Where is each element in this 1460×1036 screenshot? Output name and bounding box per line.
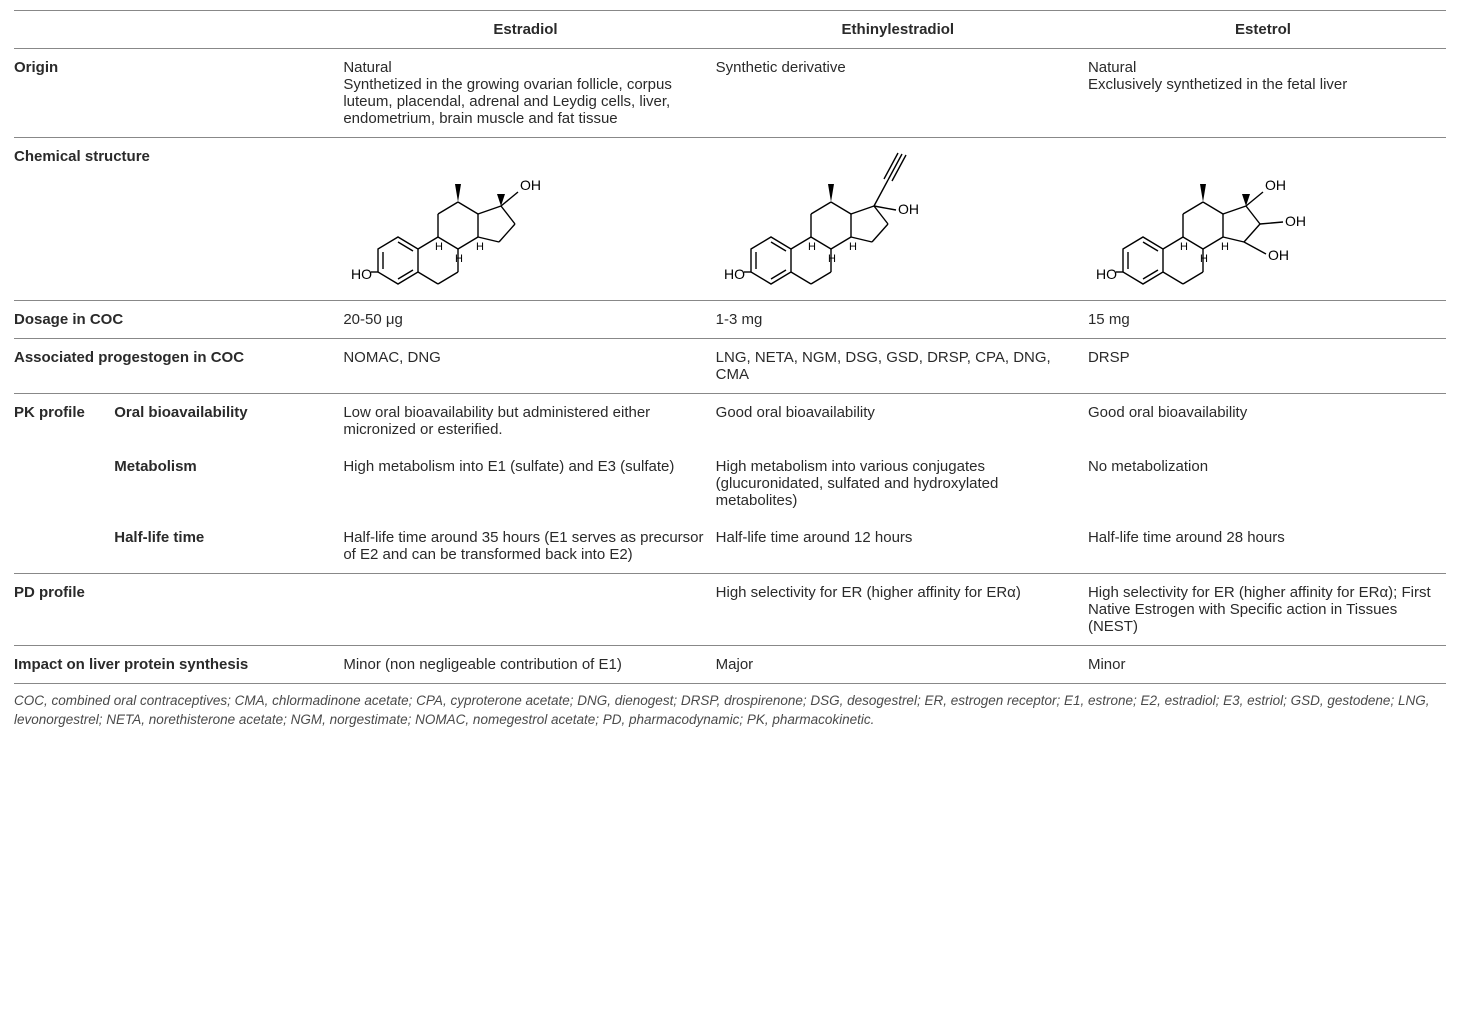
dosage-estetrol: 15 mg [1088, 301, 1446, 339]
label-pk-metabolism: Metabolism [114, 448, 343, 519]
comparison-table: Estradiol Ethinylestradiol Estetrol Orig… [14, 10, 1446, 740]
svg-text:OH: OH [520, 177, 541, 193]
dosage-estradiol: 20-50 μg [343, 301, 715, 339]
table-header-row: Estradiol Ethinylestradiol Estetrol [14, 11, 1446, 49]
impact-estetrol: Minor [1088, 646, 1446, 684]
pk-metabolism-ethinylestradiol: High metabolism into various conjugates … [716, 448, 1088, 519]
origin-ethinylestradiol: Synthetic derivative [716, 49, 1088, 138]
origin-estetrol: Natural Exclusively synthetized in the f… [1088, 49, 1446, 138]
svg-text:H: H [828, 253, 836, 265]
svg-text:HO: HO [351, 266, 372, 282]
svg-text:OH: OH [1285, 213, 1306, 229]
pd-ethinylestradiol: High selectivity for ER (higher affinity… [716, 574, 1088, 646]
footer-row: COC, combined oral contraceptives; CMA, … [14, 684, 1446, 740]
footer-text: COC, combined oral contraceptives; CMA, … [14, 684, 1446, 740]
svg-text:H: H [476, 241, 484, 253]
header-empty [14, 11, 343, 49]
row-assoc: Associated progestogen in COC NOMAC, DNG… [14, 339, 1446, 394]
pk-metabolism-estradiol: High metabolism into E1 (sulfate) and E3… [343, 448, 715, 519]
chem-estetrol: HO [1088, 138, 1446, 301]
row-dosage: Dosage in COC 20-50 μg 1-3 mg 15 mg [14, 301, 1446, 339]
svg-text:H: H [1180, 241, 1188, 253]
dosage-ethinylestradiol: 1-3 mg [716, 301, 1088, 339]
label-assoc: Associated progestogen in COC [14, 339, 343, 394]
svg-text:HO: HO [724, 266, 745, 282]
pk-halflife-estetrol: Half-life time around 28 hours [1088, 519, 1446, 574]
pk-halflife-ethinylestradiol: Half-life time around 12 hours [716, 519, 1088, 574]
label-pk-oral: Oral bioavailability [114, 394, 343, 449]
pd-estradiol [343, 574, 715, 646]
label-pk-halflife: Half-life time [114, 519, 343, 574]
row-pd: PD profile High selectivity for ER (high… [14, 574, 1446, 646]
label-origin: Origin [14, 49, 343, 138]
estradiol-structure-icon: HO [343, 144, 623, 294]
row-origin: Origin Natural Synthetized in the growin… [14, 49, 1446, 138]
assoc-estradiol: NOMAC, DNG [343, 339, 715, 394]
svg-text:OH: OH [1268, 247, 1289, 263]
svg-text:H: H [455, 253, 463, 265]
pk-halflife-estradiol: Half-life time around 35 hours (E1 serve… [343, 519, 715, 574]
row-impact: Impact on liver protein synthesis Minor … [14, 646, 1446, 684]
svg-text:H: H [1221, 241, 1229, 253]
row-chemical: Chemical structure HO [14, 138, 1446, 301]
pd-estetrol: High selectivity for ER (higher affinity… [1088, 574, 1446, 646]
impact-estradiol: Minor (non negligeable contribution of E… [343, 646, 715, 684]
label-dosage: Dosage in COC [14, 301, 343, 339]
label-pd: PD profile [14, 574, 343, 646]
svg-text:H: H [808, 241, 816, 253]
header-estradiol: Estradiol [343, 11, 715, 49]
svg-text:HO: HO [1096, 266, 1117, 282]
pk-oral-estetrol: Good oral bioavailability [1088, 394, 1446, 449]
chem-ethinylestradiol: HO [716, 138, 1088, 301]
pk-metabolism-estetrol: No metabolization [1088, 448, 1446, 519]
row-pk-halflife: Half-life time Half-life time around 35 … [14, 519, 1446, 574]
row-pk-oral: PK profile Oral bioavailability Low oral… [14, 394, 1446, 449]
label-chemical: Chemical structure [14, 138, 343, 301]
chem-estradiol: HO [343, 138, 715, 301]
estetrol-structure-icon: HO [1088, 144, 1378, 294]
impact-ethinylestradiol: Major [716, 646, 1088, 684]
origin-estradiol: Natural Synthetized in the growing ovari… [343, 49, 715, 138]
pk-oral-ethinylestradiol: Good oral bioavailability [716, 394, 1088, 449]
header-ethinylestradiol: Ethinylestradiol [716, 11, 1088, 49]
pk-oral-estradiol: Low oral bioavailability but administere… [343, 394, 715, 449]
svg-text:H: H [1200, 253, 1208, 265]
assoc-estetrol: DRSP [1088, 339, 1446, 394]
label-pk-group: PK profile [14, 394, 114, 574]
row-pk-metabolism: Metabolism High metabolism into E1 (sulf… [14, 448, 1446, 519]
ethinylestradiol-structure-icon: HO [716, 144, 1016, 294]
header-estetrol: Estetrol [1088, 11, 1446, 49]
svg-text:OH: OH [1265, 177, 1286, 193]
svg-text:H: H [435, 241, 443, 253]
svg-text:H: H [849, 241, 857, 253]
assoc-ethinylestradiol: LNG, NETA, NGM, DSG, GSD, DRSP, CPA, DNG… [716, 339, 1088, 394]
svg-text:OH: OH [898, 201, 919, 217]
label-impact: Impact on liver protein synthesis [14, 646, 343, 684]
